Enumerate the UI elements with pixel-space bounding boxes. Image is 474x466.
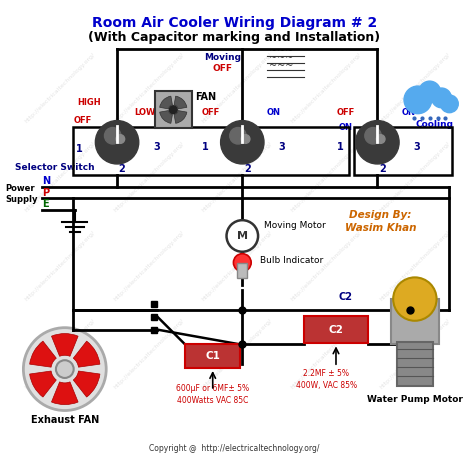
Text: ~~~: ~~~ [269,46,293,55]
Circle shape [116,135,125,144]
Text: http://electricaltechnology.org/: http://electricaltechnology.org/ [201,318,273,391]
Text: http://electricaltechnology.org/: http://electricaltechnology.org/ [24,229,96,302]
Circle shape [23,328,106,411]
Text: Water Pump Motor: Water Pump Motor [367,395,463,404]
Text: 1: 1 [76,144,83,154]
Text: 2: 2 [244,164,251,174]
Text: 2.2MF ± 5%
400W, VAC 85%: 2.2MF ± 5% 400W, VAC 85% [296,369,357,390]
Text: Selector Switch: Selector Switch [16,163,95,172]
Text: ON: ON [402,108,416,116]
Circle shape [230,128,246,144]
Text: LOW: LOW [134,108,155,116]
Text: http://electricaltechnology.org/: http://electricaltechnology.org/ [290,318,362,391]
Circle shape [169,106,177,114]
Text: Design By:
Wasim Khan: Design By: Wasim Khan [345,210,416,233]
Text: 3: 3 [413,142,420,152]
Text: 2: 2 [118,164,125,174]
Wedge shape [30,341,56,367]
Circle shape [56,360,73,378]
Text: ~~~: ~~~ [269,54,293,63]
Circle shape [104,128,121,144]
Circle shape [404,86,432,114]
Text: http://electricaltechnology.org/: http://electricaltechnology.org/ [201,229,273,302]
Text: Power
Supply: Power Supply [6,184,38,204]
FancyBboxPatch shape [391,299,438,344]
Text: 2: 2 [379,164,386,174]
Text: http://electricaltechnology.org/: http://electricaltechnology.org/ [379,52,451,124]
Text: http://electricaltechnology.org/: http://electricaltechnology.org/ [112,318,185,391]
Text: P: P [42,187,49,198]
FancyBboxPatch shape [397,343,433,386]
Text: http://electricaltechnology.org/: http://electricaltechnology.org/ [24,141,96,213]
Wedge shape [52,382,78,404]
Text: HIGH: HIGH [78,98,101,107]
Text: Exhaust FAN: Exhaust FAN [31,415,99,425]
Text: http://electricaltechnology.org/: http://electricaltechnology.org/ [290,52,362,124]
Circle shape [356,121,399,164]
Text: OFF: OFF [212,64,233,73]
Circle shape [376,135,385,144]
Text: http://electricaltechnology.org/: http://electricaltechnology.org/ [201,141,273,213]
Circle shape [227,220,258,252]
Text: OFF: OFF [337,108,355,116]
Text: Copyright @  http://electricaltechnology.org/: Copyright @ http://electricaltechnology.… [149,444,319,453]
Text: E: E [42,199,49,209]
Text: ON: ON [339,123,353,132]
Wedge shape [30,371,56,397]
Circle shape [220,121,264,164]
Text: http://electricaltechnology.org/: http://electricaltechnology.org/ [379,318,451,391]
Wedge shape [73,371,100,397]
Circle shape [393,277,437,321]
Text: OFF: OFF [73,116,91,124]
Text: http://electricaltechnology.org/: http://electricaltechnology.org/ [290,141,362,213]
Text: 1: 1 [337,142,343,152]
Circle shape [241,135,250,144]
FancyBboxPatch shape [185,344,240,368]
Circle shape [440,95,458,113]
Text: 3: 3 [153,142,160,152]
Text: Moving: Moving [204,54,241,62]
Text: Moving Motor: Moving Motor [264,221,326,230]
Circle shape [419,81,440,103]
Text: C1: C1 [205,351,220,361]
Text: N: N [42,176,50,185]
FancyBboxPatch shape [237,262,247,278]
Text: (With Capacitor marking and Installation): (With Capacitor marking and Installation… [88,31,381,44]
Wedge shape [174,110,187,123]
Wedge shape [174,96,187,109]
Circle shape [432,88,451,108]
Text: OFF: OFF [201,108,220,116]
Text: http://electricaltechnology.org/: http://electricaltechnology.org/ [112,229,185,302]
Text: Room Air Cooler Wiring Diagram # 2: Room Air Cooler Wiring Diagram # 2 [92,16,377,30]
FancyBboxPatch shape [304,316,367,343]
Text: http://electricaltechnology.org/: http://electricaltechnology.org/ [24,52,96,124]
Wedge shape [160,110,173,123]
Text: 600μF or 6MF± 5%
400Watts VAC 85C: 600μF or 6MF± 5% 400Watts VAC 85C [176,384,249,404]
Text: http://electricaltechnology.org/: http://electricaltechnology.org/ [379,229,451,302]
Text: http://electricaltechnology.org/: http://electricaltechnology.org/ [112,141,185,213]
Text: C2: C2 [328,325,344,335]
Text: http://electricaltechnology.org/: http://electricaltechnology.org/ [379,141,451,213]
Circle shape [233,254,251,272]
Wedge shape [73,341,100,367]
Text: http://electricaltechnology.org/: http://electricaltechnology.org/ [290,229,362,302]
Circle shape [95,121,139,164]
Text: Cooling: Cooling [416,121,454,130]
Wedge shape [52,334,78,356]
Text: 3: 3 [278,142,285,152]
Text: Bulb Indicator: Bulb Indicator [260,255,323,265]
Text: C2: C2 [339,292,353,302]
Text: http://electricaltechnology.org/: http://electricaltechnology.org/ [112,52,185,124]
Text: 1: 1 [201,142,208,152]
Text: M: M [237,231,248,241]
Circle shape [365,128,381,144]
Text: http://electricaltechnology.org/: http://electricaltechnology.org/ [201,52,273,124]
Text: ~~~: ~~~ [269,62,293,71]
Text: FAN: FAN [195,92,216,102]
FancyBboxPatch shape [155,91,192,129]
Wedge shape [160,96,173,109]
Text: http://electricaltechnology.org/: http://electricaltechnology.org/ [24,318,96,391]
Text: ON: ON [267,108,281,116]
